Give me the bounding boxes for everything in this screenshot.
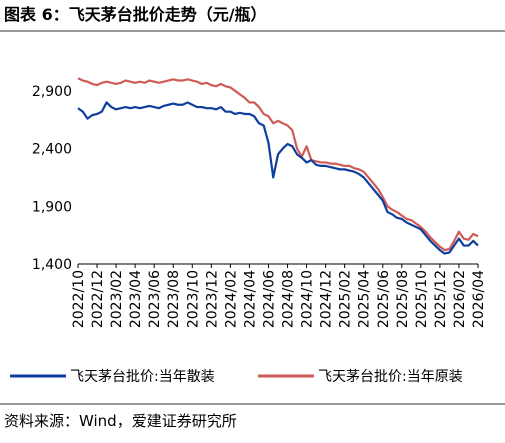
y-tick-label: 1,400 [32,257,72,273]
x-tick-label: 2025/10 [414,270,430,328]
y-tick-label: 1,900 [32,199,72,215]
x-tick-label: 2024/06 [261,270,277,328]
x-tick-label: 2023/06 [147,270,163,328]
x-tick-label: 2023/10 [185,270,201,328]
series-line [77,101,479,255]
x-tick-label: 2025/08 [395,270,411,328]
x-tick-label: 2024/02 [223,270,239,328]
x-tick-label: 2024/08 [281,270,297,328]
series-line [77,77,479,252]
source-note: 资料来源：Wind，爱建证券研究所 [4,412,237,430]
x-tick-label: 2023/02 [109,270,125,328]
legend-label: 飞天茅台批价:当年散装 [70,369,215,385]
x-tick-label: 2023/04 [128,270,144,328]
x-tick-label: 2023/08 [166,270,182,328]
y-tick-label: 2,900 [32,84,72,100]
x-tick-label: 2022/12 [90,270,106,328]
x-tick-label: 2024/12 [319,270,335,328]
x-tick-label: 2023/12 [204,270,220,328]
x-tick-label: 2025/06 [376,270,392,328]
y-tick-label: 2,400 [32,142,72,158]
x-tick-label: 2022/10 [71,270,87,328]
legend-label: 飞天茅台批价:当年原装 [318,369,463,385]
x-tick-label: 2025/12 [433,270,449,328]
x-tick-label: 2026/04 [471,270,487,328]
chart-title: 图表 6：飞天茅台批价走势（元/瓶） [4,5,267,24]
x-tick-label: 2025/04 [357,270,373,328]
x-tick-label: 2025/02 [338,270,354,328]
x-tick-label: 2024/10 [300,270,316,328]
x-tick-label: 2024/04 [242,270,258,328]
x-tick-label: 2026/02 [452,270,468,328]
